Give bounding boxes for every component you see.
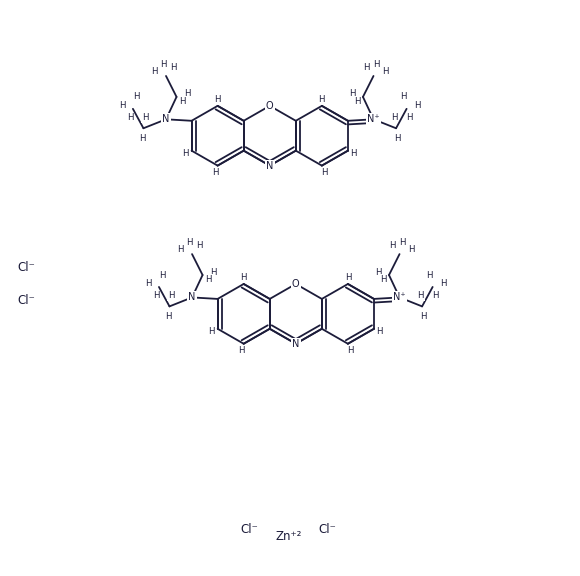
Text: H: H bbox=[139, 134, 145, 143]
Text: Zn⁺²: Zn⁺² bbox=[275, 530, 302, 543]
Text: H: H bbox=[210, 267, 216, 276]
Text: H: H bbox=[400, 92, 407, 101]
Text: H: H bbox=[205, 275, 212, 284]
Text: H: H bbox=[426, 271, 433, 279]
Text: H: H bbox=[394, 134, 401, 143]
Text: H: H bbox=[183, 149, 189, 158]
Text: H: H bbox=[171, 63, 177, 71]
Text: Cl⁻: Cl⁻ bbox=[17, 262, 35, 274]
Text: N: N bbox=[162, 114, 170, 124]
Text: H: H bbox=[179, 97, 186, 106]
Text: H: H bbox=[414, 101, 420, 111]
Text: H: H bbox=[153, 291, 159, 301]
Text: H: H bbox=[241, 273, 247, 282]
Text: H: H bbox=[376, 327, 383, 336]
Text: H: H bbox=[318, 95, 325, 104]
Text: H: H bbox=[380, 275, 386, 284]
Text: H: H bbox=[184, 89, 190, 98]
Text: H: H bbox=[160, 59, 166, 69]
Text: H: H bbox=[142, 113, 148, 122]
Text: H: H bbox=[215, 95, 221, 104]
Text: N: N bbox=[188, 293, 195, 302]
Text: Cl⁻: Cl⁻ bbox=[241, 523, 259, 536]
Text: H: H bbox=[350, 149, 357, 158]
Text: H: H bbox=[408, 245, 415, 254]
Text: H: H bbox=[126, 113, 133, 122]
Text: H: H bbox=[133, 92, 139, 101]
Text: H: H bbox=[196, 241, 203, 249]
Text: H: H bbox=[151, 67, 157, 76]
Text: H: H bbox=[321, 168, 328, 177]
Text: H: H bbox=[119, 101, 126, 111]
Text: H: H bbox=[159, 271, 165, 279]
Text: H: H bbox=[374, 59, 380, 69]
Text: H: H bbox=[186, 238, 193, 247]
Text: O: O bbox=[266, 101, 274, 111]
Text: O: O bbox=[292, 279, 300, 289]
Text: H: H bbox=[432, 291, 439, 301]
Text: H: H bbox=[354, 97, 360, 106]
Text: H: H bbox=[145, 279, 151, 289]
Text: N: N bbox=[292, 339, 299, 348]
Text: H: H bbox=[345, 273, 351, 282]
Text: H: H bbox=[440, 279, 447, 289]
Text: H: H bbox=[349, 89, 356, 98]
Text: H: H bbox=[375, 267, 382, 276]
Text: H: H bbox=[168, 291, 174, 301]
Text: H: H bbox=[420, 312, 427, 321]
Text: H: H bbox=[389, 241, 395, 249]
Text: H: H bbox=[347, 346, 354, 355]
Text: Cl⁻: Cl⁻ bbox=[318, 523, 336, 536]
Text: N⁺: N⁺ bbox=[393, 293, 406, 302]
Text: H: H bbox=[209, 327, 215, 336]
Text: H: H bbox=[399, 238, 406, 247]
Text: H: H bbox=[165, 312, 171, 321]
Text: Cl⁻: Cl⁻ bbox=[17, 294, 35, 307]
Text: H: H bbox=[362, 63, 369, 71]
Text: H: H bbox=[418, 291, 424, 301]
Text: H: H bbox=[392, 113, 398, 122]
Text: H: H bbox=[177, 245, 183, 254]
Text: N⁺: N⁺ bbox=[367, 114, 380, 124]
Text: H: H bbox=[382, 67, 389, 76]
Text: H: H bbox=[407, 113, 413, 122]
Text: N: N bbox=[266, 161, 273, 170]
Text: H: H bbox=[238, 346, 244, 355]
Text: H: H bbox=[212, 168, 219, 177]
